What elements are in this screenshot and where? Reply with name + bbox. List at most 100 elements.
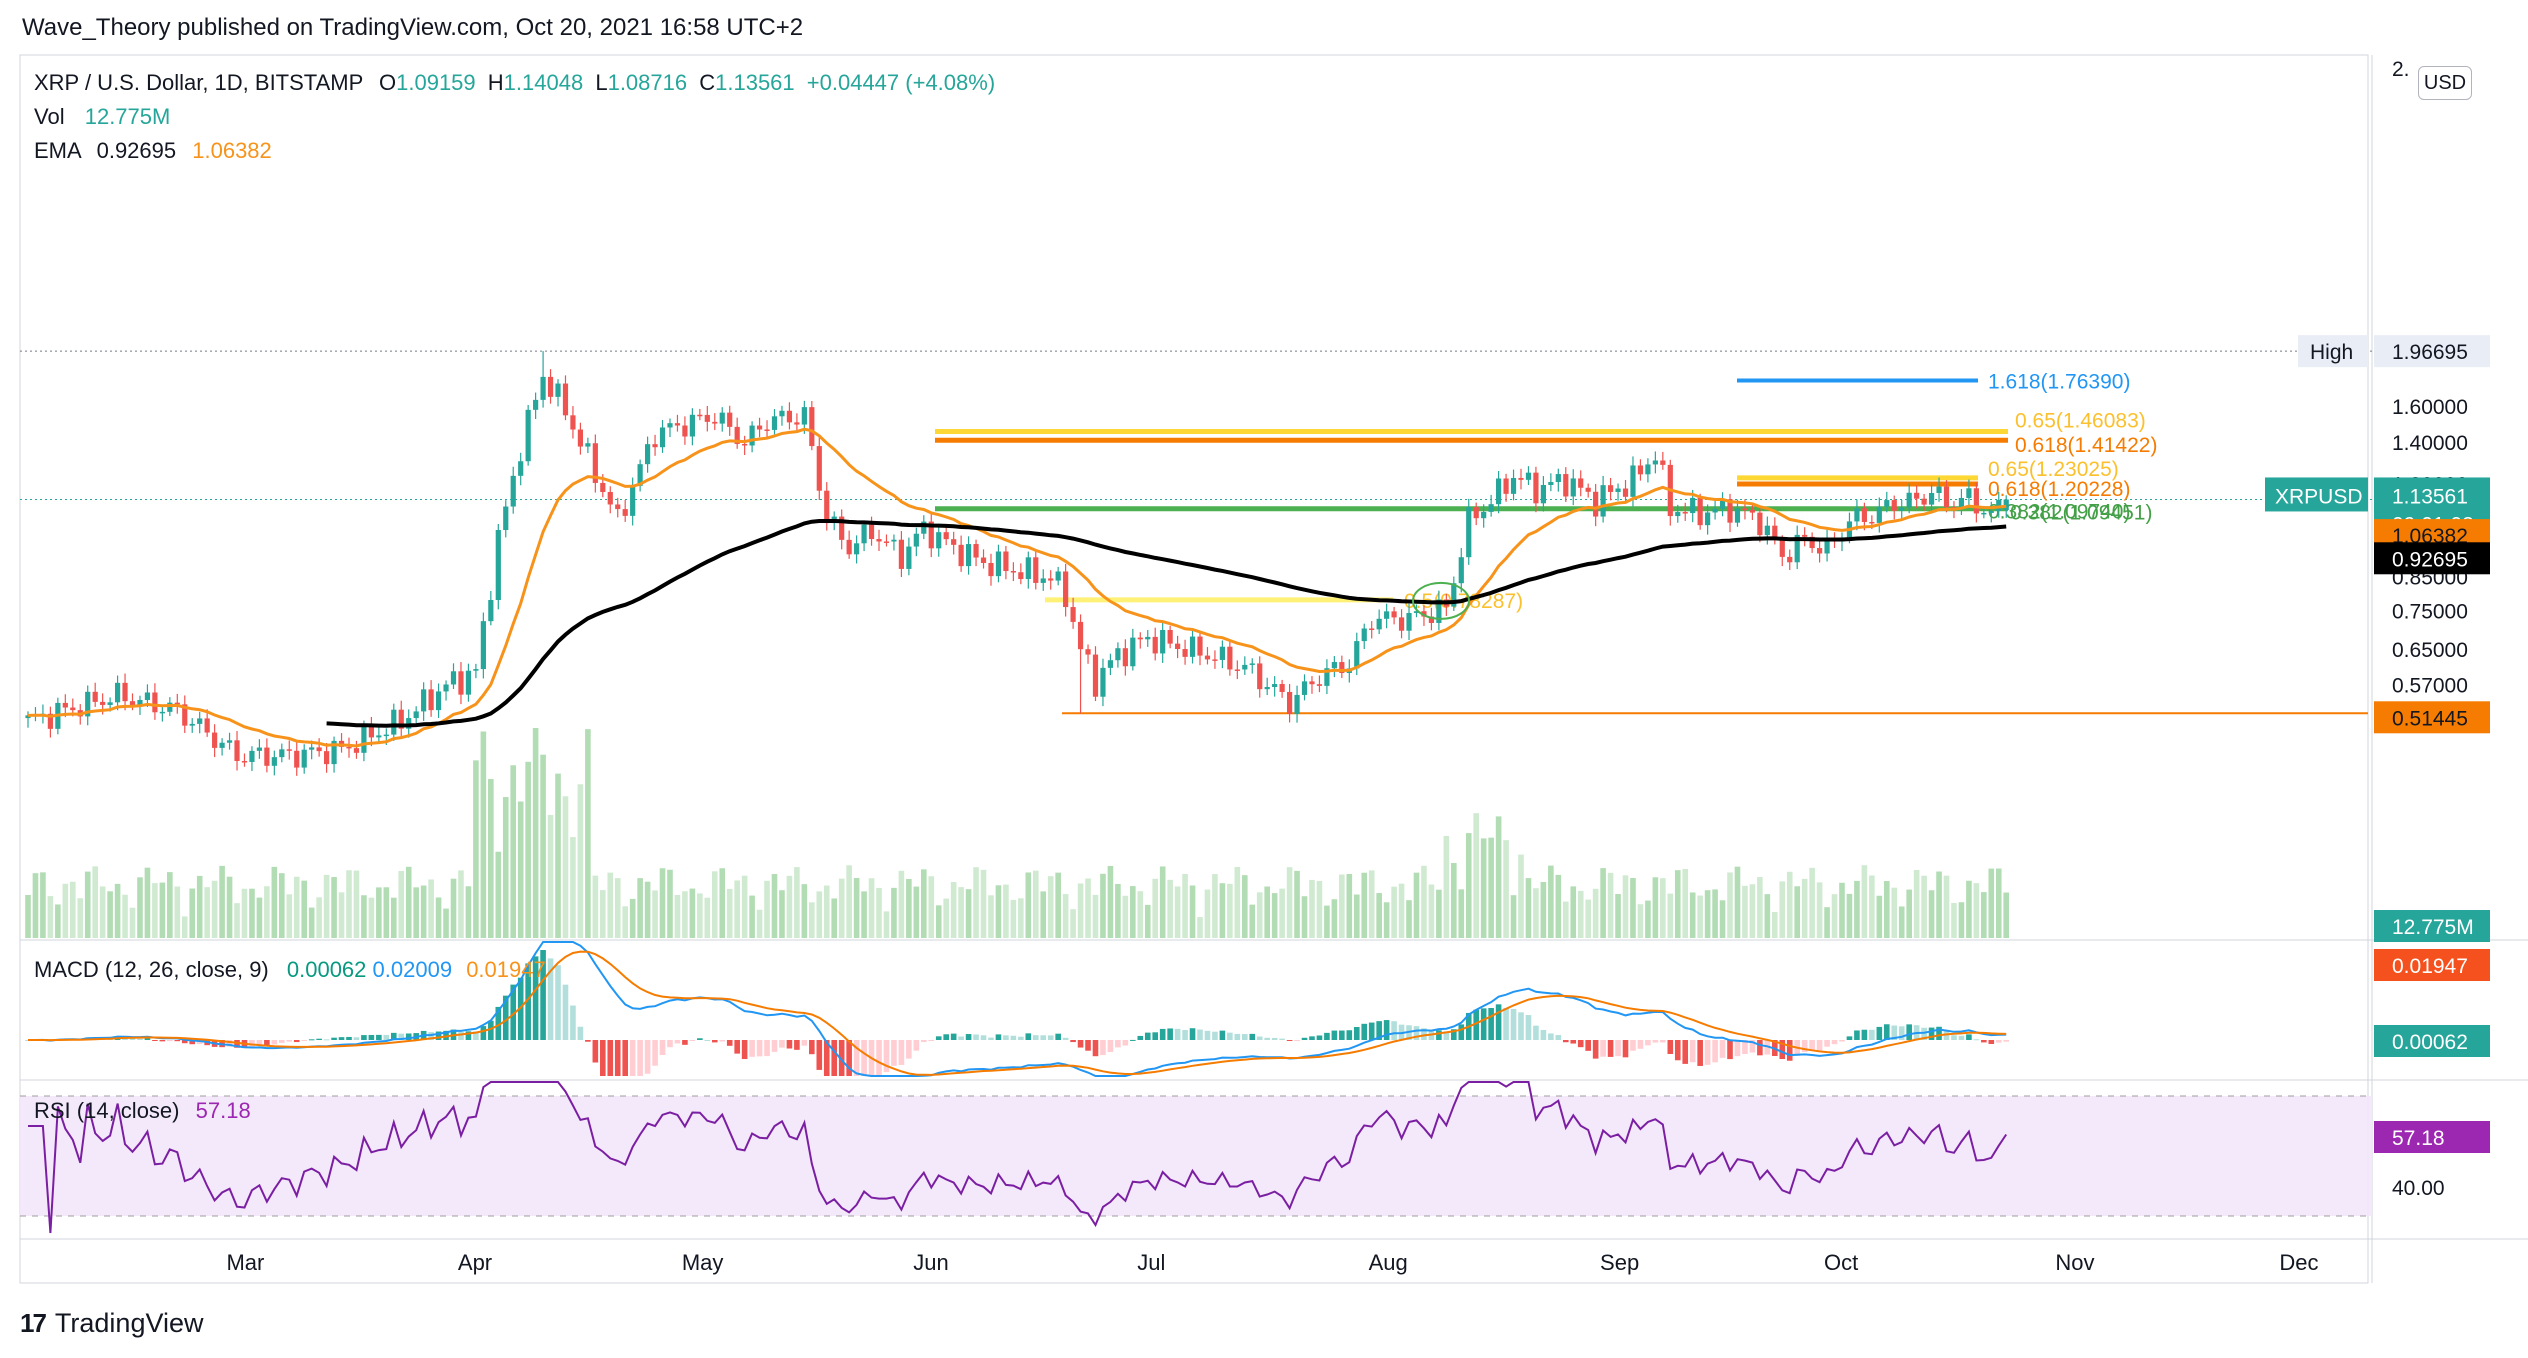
macd-bar bbox=[1241, 1034, 1248, 1040]
volume-bar bbox=[1182, 873, 1188, 938]
tradingview-brand[interactable]: 17 TradingView bbox=[20, 1308, 204, 1339]
volume-bar bbox=[1062, 894, 1069, 938]
macd-bar bbox=[1973, 1039, 1980, 1041]
volume-bar bbox=[47, 896, 54, 938]
macd-bar bbox=[1286, 1040, 1293, 1041]
volume-bar bbox=[1630, 877, 1636, 938]
volume-bar bbox=[390, 897, 397, 938]
volume-bar bbox=[659, 868, 666, 938]
macd-bar bbox=[1167, 1028, 1173, 1040]
volume-bar bbox=[1876, 895, 1883, 938]
macd-bar bbox=[1062, 1037, 1069, 1040]
volume-bar bbox=[1271, 893, 1278, 938]
macd-bar bbox=[1809, 1040, 1815, 1051]
ema-label[interactable]: EMA bbox=[34, 138, 81, 163]
macd-bar bbox=[1451, 1029, 1457, 1040]
volume-bar bbox=[1294, 870, 1300, 938]
candle-body bbox=[1137, 637, 1143, 640]
price-tick-label: 1.40000 bbox=[2392, 432, 2468, 455]
volume-bar bbox=[1436, 889, 1442, 938]
volume-bar bbox=[1398, 883, 1405, 938]
candle-body bbox=[1794, 534, 1800, 563]
macd-bar bbox=[1615, 1040, 1621, 1057]
macd-bar bbox=[1503, 1007, 1509, 1040]
macd-bar bbox=[473, 1031, 479, 1040]
candle-body bbox=[1197, 636, 1203, 656]
candle-body bbox=[271, 757, 277, 766]
candle-body bbox=[279, 749, 285, 758]
candle-body bbox=[1466, 507, 1472, 558]
macd-bar bbox=[1846, 1036, 1853, 1040]
candle-body bbox=[854, 543, 860, 555]
volume-bar bbox=[1898, 906, 1905, 938]
macd-bar bbox=[771, 1040, 778, 1052]
volume-bar bbox=[555, 773, 561, 938]
volume-bar bbox=[1428, 884, 1435, 938]
candle-body bbox=[786, 410, 793, 423]
macd-label[interactable]: MACD (12, 26, close, 9) bbox=[34, 957, 269, 982]
macd-bar bbox=[779, 1040, 785, 1048]
vol-label[interactable]: Vol bbox=[34, 104, 65, 129]
candle-body bbox=[562, 383, 569, 416]
volume-bar bbox=[853, 877, 860, 938]
volume-bar bbox=[965, 889, 972, 938]
candle-body bbox=[1167, 630, 1173, 644]
volume-bar bbox=[1577, 890, 1584, 938]
candle-body bbox=[533, 399, 539, 410]
candle-body bbox=[1369, 628, 1375, 630]
macd-bar bbox=[1988, 1040, 1995, 1044]
volume-bar bbox=[1928, 890, 1935, 938]
candle-body bbox=[376, 735, 382, 738]
macd-bar bbox=[1839, 1040, 1845, 1042]
macd-bar bbox=[1353, 1027, 1360, 1040]
volume-bar bbox=[1055, 872, 1061, 938]
volume-bar bbox=[913, 886, 920, 938]
candle-body bbox=[1219, 646, 1225, 660]
macd-bar bbox=[301, 1040, 308, 1041]
volume-bar bbox=[1801, 878, 1808, 938]
volume-bar bbox=[644, 881, 651, 938]
volume-bar bbox=[331, 877, 337, 938]
candle-body bbox=[943, 532, 949, 540]
volume-bar bbox=[211, 880, 218, 938]
candle-body bbox=[1734, 508, 1741, 523]
volume-bar bbox=[1697, 895, 1703, 938]
macd-bar bbox=[1488, 1007, 1494, 1040]
candle-body bbox=[801, 407, 807, 425]
volume-bar bbox=[1995, 868, 2002, 938]
macd-bar bbox=[682, 1040, 688, 1045]
rsi-line bbox=[28, 1081, 2008, 1234]
currency-button[interactable]: USD bbox=[2418, 66, 2472, 100]
rsi-label[interactable]: RSI (14, close) bbox=[34, 1098, 180, 1123]
candle-body bbox=[913, 533, 919, 547]
macd-bar bbox=[1361, 1023, 1368, 1040]
volume-bar bbox=[525, 761, 531, 938]
candle-body bbox=[241, 760, 248, 763]
volume-bar bbox=[405, 866, 412, 938]
symbol-title[interactable]: XRP / U.S. Dollar, 1D, BITSTAMP bbox=[34, 70, 363, 95]
volume-bar bbox=[1510, 895, 1517, 938]
volume-bar bbox=[1144, 904, 1151, 938]
volume-bar bbox=[1256, 892, 1263, 938]
volume-bar bbox=[1488, 837, 1494, 938]
volume-bar bbox=[1861, 865, 1868, 938]
macd-bar bbox=[1331, 1030, 1338, 1040]
macd-bar bbox=[935, 1036, 942, 1040]
volume-bar bbox=[1794, 886, 1801, 938]
macd-bar bbox=[1010, 1035, 1017, 1040]
price-tag-value: 12.775M bbox=[2392, 916, 2474, 939]
candle-body bbox=[1578, 478, 1584, 488]
macd-bar bbox=[629, 1040, 636, 1076]
volume-bar bbox=[1353, 894, 1360, 938]
price-tag-value: 0.51445 bbox=[2392, 707, 2468, 730]
volume-bar bbox=[368, 897, 375, 938]
candle-body bbox=[607, 491, 613, 505]
macd-bar bbox=[293, 1040, 300, 1043]
volume-bar bbox=[935, 905, 942, 938]
volume-bar bbox=[1562, 901, 1569, 938]
volume-bar bbox=[570, 837, 576, 938]
macd-bar bbox=[980, 1035, 987, 1040]
candle-body bbox=[592, 443, 598, 483]
candle-body bbox=[1697, 497, 1703, 526]
